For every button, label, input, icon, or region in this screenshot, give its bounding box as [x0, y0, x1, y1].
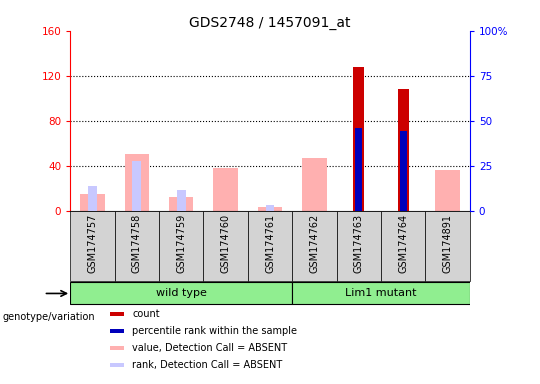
- Bar: [266, 205, 274, 210]
- Text: GSM174760: GSM174760: [221, 214, 231, 273]
- Bar: [381, 210, 426, 281]
- Text: GSM174764: GSM174764: [398, 214, 408, 273]
- Text: GSM174758: GSM174758: [132, 214, 142, 273]
- Bar: [258, 207, 282, 210]
- Bar: [125, 154, 149, 210]
- Bar: [213, 168, 238, 210]
- Text: GSM174762: GSM174762: [309, 214, 319, 273]
- Text: genotype/variation: genotype/variation: [3, 312, 96, 322]
- Text: Lim1 mutant: Lim1 mutant: [345, 288, 417, 298]
- Bar: [114, 210, 159, 281]
- Bar: [70, 210, 114, 281]
- Bar: [177, 190, 186, 210]
- Bar: [292, 210, 336, 281]
- Text: wild type: wild type: [156, 288, 207, 298]
- Bar: [292, 283, 470, 305]
- Text: rank, Detection Call = ABSENT: rank, Detection Call = ABSENT: [132, 360, 282, 370]
- Text: value, Detection Call = ABSENT: value, Detection Call = ABSENT: [132, 343, 287, 353]
- Bar: [110, 329, 124, 333]
- Text: GSM174761: GSM174761: [265, 214, 275, 273]
- Bar: [88, 186, 97, 210]
- Bar: [302, 158, 327, 210]
- Text: percentile rank within the sample: percentile rank within the sample: [132, 326, 297, 336]
- Bar: [110, 346, 124, 350]
- Bar: [353, 67, 365, 210]
- Bar: [110, 312, 124, 316]
- Bar: [204, 210, 248, 281]
- Bar: [397, 89, 409, 210]
- Bar: [355, 128, 362, 210]
- Text: GSM174757: GSM174757: [87, 214, 97, 273]
- Title: GDS2748 / 1457091_at: GDS2748 / 1457091_at: [189, 16, 351, 30]
- Text: count: count: [132, 309, 160, 319]
- Bar: [426, 210, 470, 281]
- Bar: [80, 194, 105, 210]
- Bar: [110, 363, 124, 367]
- Bar: [400, 131, 407, 210]
- Bar: [169, 197, 193, 210]
- Bar: [336, 210, 381, 281]
- Text: GSM174891: GSM174891: [443, 214, 453, 273]
- Text: GSM174763: GSM174763: [354, 214, 364, 273]
- Bar: [248, 210, 292, 281]
- Bar: [159, 210, 204, 281]
- Bar: [132, 161, 141, 210]
- Bar: [70, 283, 292, 305]
- Bar: [435, 170, 460, 210]
- Text: GSM174759: GSM174759: [176, 214, 186, 273]
